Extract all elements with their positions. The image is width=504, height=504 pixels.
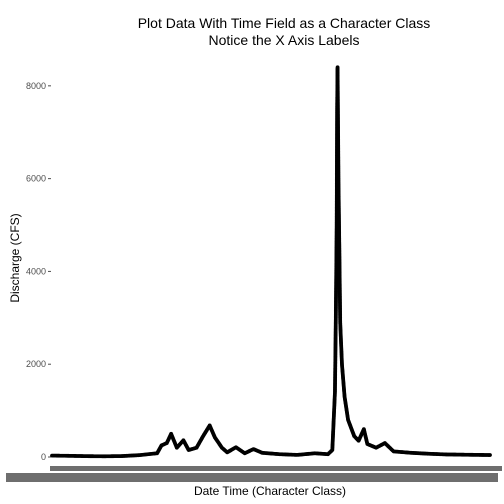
y-tick-label: 2000 (26, 359, 46, 369)
y-axis: 0 2000 4000 6000 8000 (26, 81, 51, 462)
chart-title-line-2: Notice the X Axis Labels (209, 32, 360, 48)
chart-title-line-1: Plot Data With Time Field as a Character… (138, 15, 431, 31)
data-point (488, 453, 492, 457)
x-axis (6, 466, 502, 482)
x-tick-labels-overlap-band (50, 466, 502, 471)
data-points (50, 65, 492, 459)
y-tick-label: 8000 (26, 81, 46, 91)
y-axis-title: Discharge (CFS) (8, 213, 22, 302)
y-tick-label: 0 (41, 452, 46, 462)
y-tick-label: 6000 (26, 174, 46, 184)
x-axis-title: Date Time (Character Class) (194, 484, 346, 498)
y-tick-label: 4000 (26, 266, 46, 276)
x-tick-labels-overlap-band-lower (6, 473, 498, 482)
